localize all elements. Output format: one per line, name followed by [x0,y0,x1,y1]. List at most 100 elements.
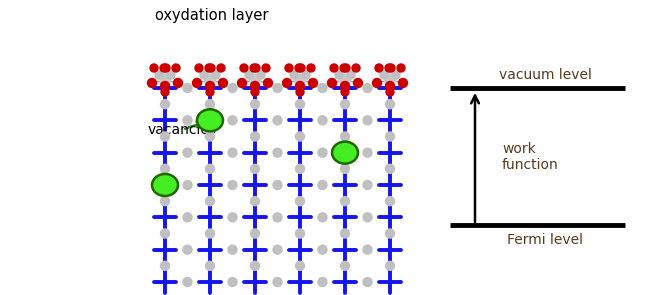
Circle shape [240,64,248,72]
Circle shape [228,278,237,286]
Circle shape [340,64,348,72]
Text: Fermi level: Fermi level [507,233,583,247]
Circle shape [262,64,270,72]
Circle shape [385,64,393,72]
Circle shape [205,81,214,91]
Circle shape [183,245,192,254]
Circle shape [193,78,201,88]
Circle shape [335,71,343,79]
Circle shape [251,132,259,141]
Circle shape [273,148,282,157]
Circle shape [308,78,317,88]
Circle shape [150,64,158,72]
Circle shape [228,181,237,189]
Circle shape [363,148,372,157]
Circle shape [341,261,350,270]
Circle shape [327,78,337,88]
Circle shape [218,78,228,88]
Circle shape [251,261,259,270]
Circle shape [205,229,214,238]
Circle shape [183,181,192,189]
Circle shape [252,64,260,72]
Circle shape [251,100,259,109]
Circle shape [160,132,170,141]
Circle shape [318,181,327,189]
Circle shape [160,261,170,270]
Circle shape [160,164,170,173]
Circle shape [307,64,315,72]
Circle shape [296,88,304,96]
Circle shape [385,261,395,270]
Circle shape [392,71,400,79]
Circle shape [375,64,383,72]
Circle shape [354,78,362,88]
Circle shape [205,261,214,270]
Circle shape [205,100,214,109]
Circle shape [296,261,304,270]
Circle shape [238,78,246,88]
Circle shape [160,81,170,91]
Text: work
function: work function [502,142,559,172]
Circle shape [172,64,180,72]
Circle shape [250,64,258,72]
Text: oxydation layer: oxydation layer [155,8,269,23]
Circle shape [257,71,265,79]
Circle shape [205,197,214,206]
Circle shape [273,116,282,125]
Circle shape [385,75,395,86]
Circle shape [282,78,292,88]
Circle shape [363,278,372,286]
Circle shape [162,64,170,72]
Circle shape [160,197,170,206]
Circle shape [183,213,192,222]
Circle shape [363,213,372,222]
Circle shape [174,78,183,88]
Ellipse shape [197,109,223,131]
Circle shape [207,64,215,72]
Circle shape [228,83,237,93]
Circle shape [290,71,298,79]
Circle shape [161,88,169,96]
Circle shape [363,116,372,125]
Circle shape [205,132,214,141]
Circle shape [386,88,394,96]
Circle shape [341,229,350,238]
Circle shape [273,278,282,286]
Text: vacancies: vacancies [148,122,217,137]
Circle shape [347,71,355,79]
Circle shape [183,278,192,286]
Circle shape [318,148,327,157]
Circle shape [273,213,282,222]
Circle shape [363,245,372,254]
Circle shape [318,245,327,254]
Circle shape [342,64,350,72]
Circle shape [228,213,237,222]
Circle shape [339,75,350,86]
Circle shape [363,83,372,93]
Circle shape [160,229,170,238]
Circle shape [183,83,192,93]
Circle shape [385,164,395,173]
Circle shape [399,78,407,88]
Circle shape [251,88,259,96]
Circle shape [251,197,259,206]
Circle shape [385,100,395,109]
Circle shape [167,71,175,79]
Circle shape [251,164,259,173]
Circle shape [228,116,237,125]
Circle shape [183,116,192,125]
Ellipse shape [152,174,178,196]
Circle shape [318,213,327,222]
Circle shape [363,181,372,189]
Circle shape [195,64,203,72]
Circle shape [296,100,304,109]
Circle shape [380,71,388,79]
Circle shape [387,64,395,72]
Circle shape [318,116,327,125]
Circle shape [341,132,350,141]
Circle shape [228,148,237,157]
Circle shape [296,132,304,141]
Circle shape [205,75,216,86]
Circle shape [296,197,304,206]
Circle shape [205,64,213,72]
